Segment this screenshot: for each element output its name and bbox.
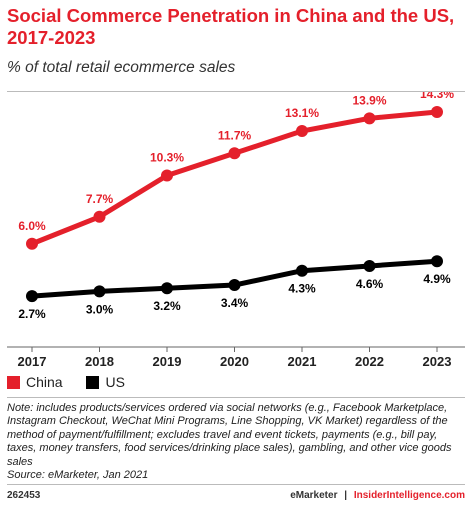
- data-point-china-2020: [228, 147, 241, 160]
- legend-swatch-us: [86, 375, 100, 389]
- legend-item-us: US: [86, 374, 125, 390]
- chart-note: Note: includes products/services ordered…: [7, 402, 467, 482]
- x-tick-label-2021: 2021: [288, 354, 317, 369]
- data-point-china-2019: [161, 169, 173, 182]
- data-label-china-2019: 10.3%: [150, 150, 184, 164]
- data-label-us-2017: 2.7%: [18, 307, 46, 321]
- data-point-china-2021: [296, 125, 308, 138]
- chart-legend: China US: [7, 374, 145, 392]
- x-tick-label-2023: 2023: [423, 354, 452, 369]
- data-label-us-2023: 4.9%: [423, 272, 451, 286]
- data-label-us-2022: 4.6%: [356, 277, 384, 291]
- chart-title: Social Commerce Penetration in China and…: [7, 5, 455, 48]
- source-text: Source: eMarketer, Jan 2021: [7, 469, 149, 482]
- data-point-us-2019: [161, 282, 173, 295]
- brand-separator: |: [344, 490, 348, 501]
- data-label-china-2018: 7.7%: [86, 192, 114, 206]
- data-point-us-2017: [26, 290, 38, 303]
- data-label-china-2021: 13.1%: [285, 106, 319, 120]
- data-point-china-2018: [93, 210, 106, 223]
- data-label-us-2021: 4.3%: [288, 282, 316, 296]
- brand-emarketer: eMarketer: [290, 490, 338, 501]
- data-point-us-2018: [93, 285, 106, 298]
- footer: 262453 eMarketer | InsiderIntelligence.c…: [7, 490, 465, 501]
- line-chart: 6.0% 7.7% 10.3% 11.7% 13.1% 13.9% 14.3% 2.7% 3.0…: [7, 92, 465, 369]
- data-label-china-2020: 11.7%: [218, 128, 252, 142]
- header-divider: [7, 91, 465, 92]
- x-tick-label-2022: 2022: [355, 354, 384, 369]
- footer-divider: [7, 484, 465, 485]
- data-label-china-2022: 13.9%: [352, 93, 386, 107]
- data-label-china-2023: 14.3%: [420, 92, 454, 101]
- legend-swatch-china: [7, 375, 20, 389]
- data-point-us-2020: [228, 279, 241, 292]
- data-label-us-2018: 3.0%: [86, 302, 114, 316]
- brand-insiderintelligence: InsiderIntelligence.com: [353, 490, 465, 501]
- x-tick-label-2019: 2019: [153, 354, 182, 369]
- footer-brand: eMarketer | InsiderIntelligence.com: [290, 490, 465, 501]
- data-point-us-2023: [431, 255, 443, 268]
- data-point-us-2021: [296, 264, 308, 277]
- legend-label-us: US: [105, 374, 125, 390]
- chart-id: 262453: [7, 490, 41, 501]
- data-point-china-2017: [26, 237, 38, 250]
- data-point-china-2023: [431, 105, 443, 118]
- data-label-china-2017: 6.0%: [18, 219, 46, 233]
- data-point-china-2022: [363, 112, 376, 125]
- legend-label-china: China: [26, 374, 63, 390]
- note-text: Note: includes products/services ordered…: [7, 402, 452, 468]
- data-label-us-2020: 3.4%: [221, 296, 249, 310]
- data-label-us-2019: 3.2%: [153, 299, 181, 313]
- legend-item-china: China: [7, 374, 63, 390]
- legend-divider: [7, 397, 465, 398]
- x-tick-label-2017: 2017: [18, 354, 47, 369]
- data-point-us-2022: [363, 259, 376, 272]
- x-tick-label-2018: 2018: [85, 354, 114, 369]
- x-tick-label-2020: 2020: [220, 354, 249, 369]
- chart-subtitle: % of total retail ecommerce sales: [7, 59, 236, 76]
